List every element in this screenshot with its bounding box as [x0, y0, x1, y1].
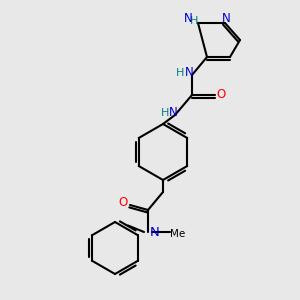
- Text: O: O: [216, 88, 226, 101]
- Text: H: H: [190, 16, 198, 26]
- Text: N: N: [222, 13, 230, 26]
- Text: N: N: [169, 106, 177, 119]
- Text: N: N: [184, 65, 194, 79]
- Text: N: N: [184, 13, 192, 26]
- Text: N: N: [150, 226, 160, 238]
- Text: Me: Me: [170, 229, 186, 239]
- Text: H: H: [176, 68, 184, 78]
- Text: H: H: [161, 108, 169, 118]
- Text: O: O: [118, 196, 127, 209]
